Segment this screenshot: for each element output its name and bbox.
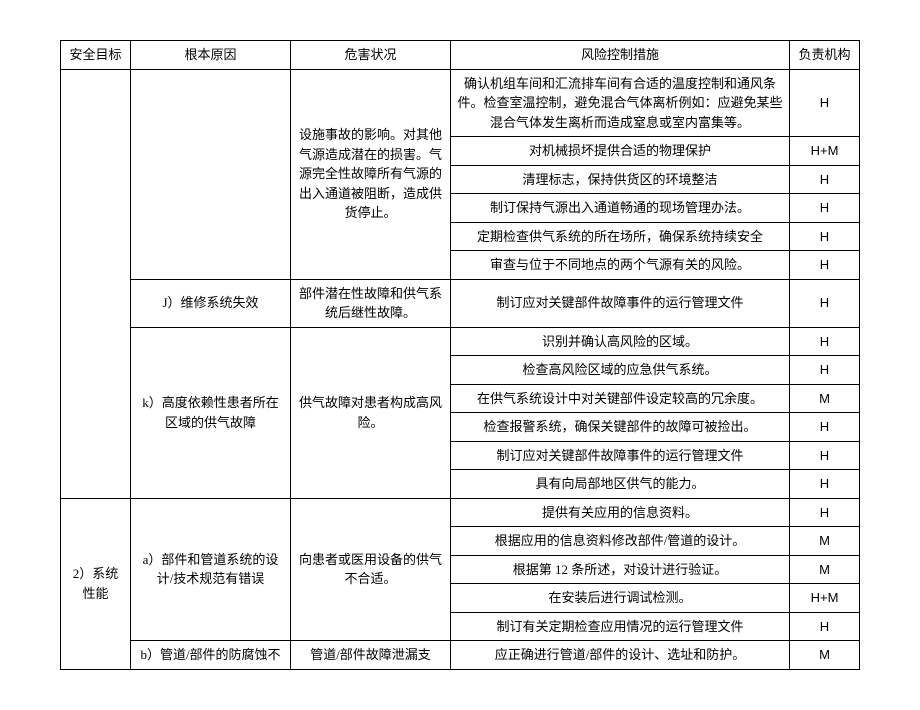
measure-cell: 根据应用的信息资料修改部件/管道的设计。 xyxy=(451,527,790,556)
safety-goal-cell xyxy=(61,69,131,498)
resp-cell: H xyxy=(790,222,860,251)
measure-cell: 在安装后进行调试检测。 xyxy=(451,584,790,613)
cause-cell: J）维修系统失效 xyxy=(131,279,291,327)
table-row: b）管道/部件的防腐蚀不 管道/部件故障泄漏支 应正确进行管道/部件的设计、选址… xyxy=(61,641,860,670)
th-root-cause: 根本原因 xyxy=(131,41,291,70)
th-measure: 风险控制措施 xyxy=(451,41,790,70)
table-row: 设施事故的影响。对其他气源造成潜在的损害。气源完全性故障所有气源的出入通道被阻断… xyxy=(61,69,860,137)
th-responsible: 负责机构 xyxy=(790,41,860,70)
th-safety-goal: 安全目标 xyxy=(61,41,131,70)
measure-cell: 具有向局部地区供气的能力。 xyxy=(451,470,790,499)
measure-cell: 审查与位于不同地点的两个气源有关的风险。 xyxy=(451,251,790,280)
table-row: 2）系统性能 a）部件和管道系统的设计/技术规范有错误 向患者或医用设备的供气不… xyxy=(61,498,860,527)
resp-cell: H xyxy=(790,165,860,194)
measure-cell: 应正确进行管道/部件的设计、选址和防护。 xyxy=(451,641,790,670)
resp-cell: H+M xyxy=(790,137,860,166)
cause-cell xyxy=(131,69,291,279)
resp-cell: H xyxy=(790,251,860,280)
hazard-cell: 供气故障对患者构成高风险。 xyxy=(291,327,451,498)
resp-cell: M xyxy=(790,555,860,584)
hazard-cell: 部件潜在性故障和供气系统后继性故障。 xyxy=(291,279,451,327)
measure-cell: 对机械损坏提供合适的物理保护 xyxy=(451,137,790,166)
resp-cell: H xyxy=(790,279,860,327)
measure-cell: 检查报警系统，确保关键部件的故障可被捡出。 xyxy=(451,413,790,442)
resp-cell: H xyxy=(790,470,860,499)
resp-cell: H xyxy=(790,69,860,137)
resp-cell: H+M xyxy=(790,584,860,613)
header-row: 安全目标 根本原因 危害状况 风险控制措施 负责机构 xyxy=(61,41,860,70)
resp-cell: M xyxy=(790,641,860,670)
risk-table: 安全目标 根本原因 危害状况 风险控制措施 负责机构 设施事故的影响。对其他气源… xyxy=(60,40,860,670)
measure-cell: 定期检查供气系统的所在场所，确保系统持续安全 xyxy=(451,222,790,251)
resp-cell: H xyxy=(790,194,860,223)
resp-cell: M xyxy=(790,384,860,413)
resp-cell: M xyxy=(790,527,860,556)
resp-cell: H xyxy=(790,327,860,356)
measure-cell: 根据第 12 条所述，对设计进行验证。 xyxy=(451,555,790,584)
measure-cell: 制订有关定期检查应用情况的运行管理文件 xyxy=(451,612,790,641)
resp-cell: H xyxy=(790,441,860,470)
measure-cell: 在供气系统设计中对关键部件设定较高的冗余度。 xyxy=(451,384,790,413)
resp-cell: H xyxy=(790,498,860,527)
measure-cell: 提供有关应用的信息资料。 xyxy=(451,498,790,527)
th-hazard: 危害状况 xyxy=(291,41,451,70)
table-row: J）维修系统失效 部件潜在性故障和供气系统后继性故障。 制订应对关键部件故障事件… xyxy=(61,279,860,327)
measure-cell: 制订应对关键部件故障事件的运行管理文件 xyxy=(451,279,790,327)
measure-cell: 检查高风险区域的应急供气系统。 xyxy=(451,356,790,385)
measure-cell: 清理标志，保持供货区的环境整洁 xyxy=(451,165,790,194)
safety-goal-cell: 2）系统性能 xyxy=(61,498,131,669)
cause-cell: a）部件和管道系统的设计/技术规范有错误 xyxy=(131,498,291,641)
measure-cell: 制订保持气源出入通道畅通的现场管理办法。 xyxy=(451,194,790,223)
cause-cell: k）高度依赖性患者所在区域的供气故障 xyxy=(131,327,291,498)
cause-cell: b）管道/部件的防腐蚀不 xyxy=(131,641,291,670)
measure-cell: 确认机组车间和汇流排车间有合适的温度控制和通风条件。检查室温控制，避免混合气体离… xyxy=(451,69,790,137)
resp-cell: H xyxy=(790,612,860,641)
hazard-cell: 向患者或医用设备的供气不合适。 xyxy=(291,498,451,641)
measure-cell: 制订应对关键部件故障事件的运行管理文件 xyxy=(451,441,790,470)
hazard-cell: 设施事故的影响。对其他气源造成潜在的损害。气源完全性故障所有气源的出入通道被阻断… xyxy=(291,69,451,279)
resp-cell: H xyxy=(790,356,860,385)
hazard-cell: 管道/部件故障泄漏支 xyxy=(291,641,451,670)
table-row: k）高度依赖性患者所在区域的供气故障 供气故障对患者构成高风险。 识别并确认高风… xyxy=(61,327,860,356)
measure-cell: 识别并确认高风险的区域。 xyxy=(451,327,790,356)
resp-cell: H xyxy=(790,413,860,442)
